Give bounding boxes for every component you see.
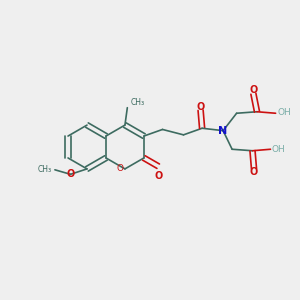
Text: O: O [196,102,205,112]
Text: CH₃: CH₃ [38,165,52,174]
Text: O: O [249,85,257,95]
Text: OH: OH [277,108,291,117]
Text: N: N [218,126,228,136]
Text: CH₃: CH₃ [130,98,145,107]
Text: O: O [116,164,123,173]
Text: O: O [250,167,258,177]
Text: O: O [66,169,75,179]
Text: OH: OH [272,145,286,154]
Text: O: O [154,171,162,181]
